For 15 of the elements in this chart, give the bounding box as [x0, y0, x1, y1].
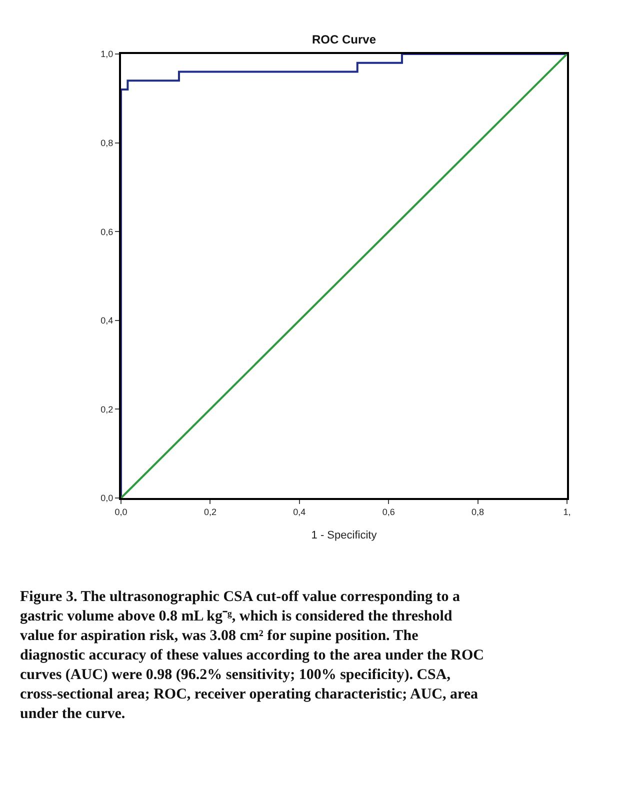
x-tick-label: 0,2	[204, 506, 216, 517]
x-tick-label: 0,6	[382, 506, 395, 517]
x-tick-label: 0,8	[472, 506, 484, 517]
x-tick-label: 0,4	[293, 506, 306, 517]
x-tick-label: 0,0	[114, 506, 128, 517]
caption: Figure 3. The ultrasonographic CSA cut-off value corresponding to a gastric volume above 0.8 mL kg⁻ᵍ, which is considered the threshold value for aspiration risk, was 3.08 cm² for supine position. The diagnostic accuracy of these values according to the area under the ROC curves (AUC) were 0.98 (96.2% sensitivity; 100% specificity). CSA, cross-sectional area; ROC, receiver operating characteristic; AUC, area under the curve.	[20, 589, 484, 722]
y-tick-label: 0,8	[100, 138, 114, 148]
y-tick-label: 0,0	[100, 493, 114, 504]
x-axis-title: 1 - Specificity	[311, 530, 378, 542]
y-tick-label: 1,0	[100, 49, 114, 60]
x-tick-label: 1,	[563, 506, 571, 517]
chart-title: ROC Curve	[312, 32, 376, 46]
y-tick-label: 0,6	[100, 226, 114, 237]
y-tick-label: 0,4	[100, 316, 114, 326]
y-tick-label: 0,2	[100, 404, 114, 414]
